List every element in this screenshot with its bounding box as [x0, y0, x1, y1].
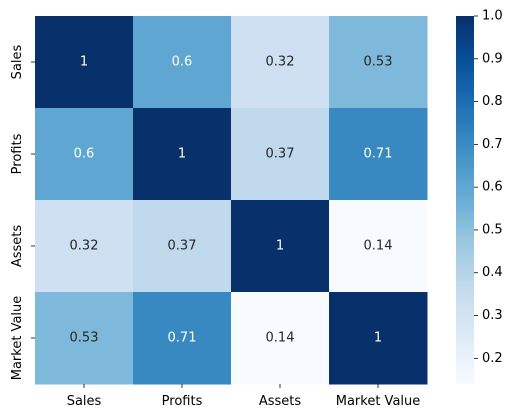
- x-axis: Sales Profits Assets Market Value: [67, 384, 421, 409]
- y-tick-label-assets: Assets: [10, 225, 25, 268]
- cell-value-label: 1: [276, 239, 284, 254]
- cell-value-label: 0.6: [74, 147, 95, 162]
- heatmap-cell-profits-sales: [35, 108, 134, 201]
- heatmap-cell-profits-market-value: [329, 108, 428, 201]
- cell-value-label: 0.71: [168, 331, 197, 346]
- y-axis: Sales Profits Assets Market Value: [10, 44, 35, 380]
- heatmap-cell-sales-assets: [231, 16, 330, 109]
- heatmap-cell-assets-profits: [133, 200, 232, 293]
- heatmap-cell-market-value-assets: [231, 292, 330, 385]
- cell-value-label: 0.37: [168, 239, 197, 254]
- y-tick-label-market-value: Market Value: [10, 296, 25, 381]
- heatmap-cell-assets-market-value: [329, 200, 428, 293]
- cell-value-label: 1: [80, 55, 88, 70]
- colorbar-tick-label: 0.2: [482, 351, 503, 366]
- colorbar-tick-label: 0.6: [482, 180, 503, 195]
- heatmap-cell-profits-assets: [231, 108, 330, 201]
- colorbar-tick-label: 0.9: [482, 51, 503, 66]
- heatmap-cells: [35, 16, 428, 385]
- cell-value-label: 1: [374, 331, 382, 346]
- x-tick-label-profits: Profits: [162, 394, 203, 409]
- cell-value-label: 0.14: [364, 239, 393, 254]
- x-tick-label-assets: Assets: [259, 394, 302, 409]
- x-tick-label-sales: Sales: [67, 394, 102, 409]
- colorbar-tick-label: 0.8: [482, 94, 503, 109]
- cell-value-label: 0.37: [266, 147, 295, 162]
- heatmap-cell-market-value-profits: [133, 292, 232, 385]
- cell-value-label: 0.6: [172, 55, 193, 70]
- colorbar-tick-label: 0.4: [482, 265, 503, 280]
- y-tick-label-sales: Sales: [10, 44, 25, 79]
- heatmap-cell-market-value-market-value: [329, 292, 428, 385]
- cell-value-label: 0.32: [266, 55, 295, 70]
- heatmap-cell-sales-market-value: [329, 16, 428, 109]
- cell-value-label: 0.71: [364, 147, 393, 162]
- heatmap-cell-labels: 1 0.6 0.32 0.53 0.6 1 0.37 0.71 0.32 0.37 1 0.14 0.5…: [70, 55, 393, 346]
- x-tick-label-market-value: Market Value: [336, 394, 421, 409]
- cell-value-label: 0.53: [70, 331, 99, 346]
- y-tick-label-profits: Profits: [10, 133, 25, 174]
- heatmap-cell-profits-profits: [133, 108, 232, 201]
- cell-value-label: 0.14: [266, 331, 295, 346]
- cell-value-label: 0.53: [364, 55, 393, 70]
- colorbar-tick-label: 0.3: [482, 308, 503, 323]
- colorbar: 0.2 0.3 0.4 0.5 0.6 0.7 0.8 0.9 1.0: [456, 9, 503, 384]
- heatmap-cell-sales-sales: [35, 16, 134, 109]
- colorbar-tick-label: 0.7: [482, 137, 503, 152]
- heatmap-cell-market-value-sales: [35, 292, 134, 385]
- colorbar-tick-label: 0.5: [482, 222, 503, 237]
- colorbar-tick-label: 1.0: [482, 9, 503, 24]
- heatmap-cell-assets-sales: [35, 200, 134, 293]
- cell-value-label: 1: [178, 147, 186, 162]
- heatmap-cell-sales-profits: [133, 16, 232, 109]
- colorbar-gradient: [456, 16, 474, 384]
- cell-value-label: 0.32: [70, 239, 99, 254]
- heatmap-cell-assets-assets: [231, 200, 330, 293]
